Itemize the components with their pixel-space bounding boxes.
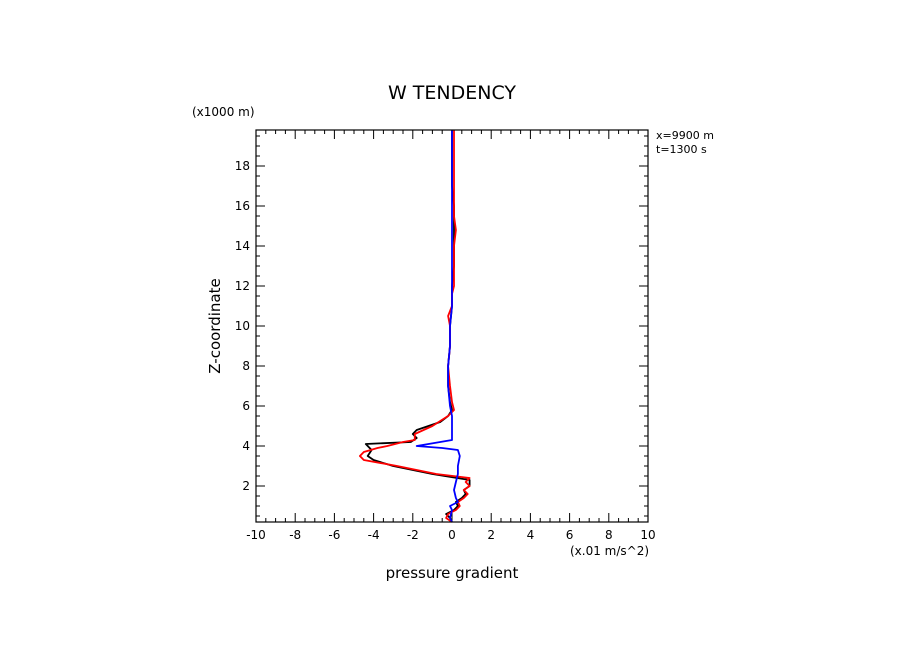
y-tick-label: 16 <box>235 199 250 213</box>
x-tick-label: 8 <box>605 528 613 542</box>
x-tick-label: 4 <box>527 528 535 542</box>
x-tick-label: -8 <box>289 528 301 542</box>
y-tick-label: 14 <box>235 239 250 253</box>
x-axis-label: pressure gradient <box>386 564 519 582</box>
y-tick-label: 4 <box>242 439 250 453</box>
x-tick-label: -2 <box>407 528 419 542</box>
y-tick-label: 8 <box>242 359 250 373</box>
y-units-label: (x1000 m) <box>192 105 255 119</box>
x-tick-label: 10 <box>640 528 655 542</box>
y-tick-label: 12 <box>235 279 250 293</box>
x-tick-label: -4 <box>368 528 380 542</box>
y-axis-label: Z-coordinate <box>206 278 224 373</box>
y-tick-label: 2 <box>242 479 250 493</box>
x-tick-label: -6 <box>328 528 340 542</box>
x-units-label: (x.01 m/s^2) <box>570 544 649 558</box>
chart-title: W TENDENCY <box>388 82 516 104</box>
annotation-x: x=9900 m <box>656 129 714 142</box>
y-tick-label: 18 <box>235 159 250 173</box>
x-tick-label: 2 <box>487 528 495 542</box>
x-tick-label: 6 <box>566 528 574 542</box>
annotation-t: t=1300 s <box>656 143 707 156</box>
axis-tick-labels: -10 -8 -6 -4 -2 0 2 4 6 8 10 2 4 6 8 10 12 14 16 18 <box>235 159 656 542</box>
series-lines <box>358 130 471 523</box>
x-tick-label: 0 <box>448 528 456 542</box>
y-tick-label: 10 <box>235 319 250 333</box>
axis-ticks <box>255 130 649 522</box>
series-line <box>415 130 461 523</box>
x-tick-label: -10 <box>246 528 266 542</box>
y-tick-label: 6 <box>242 399 250 413</box>
plot-frame <box>255 129 649 523</box>
series-line <box>358 130 471 523</box>
